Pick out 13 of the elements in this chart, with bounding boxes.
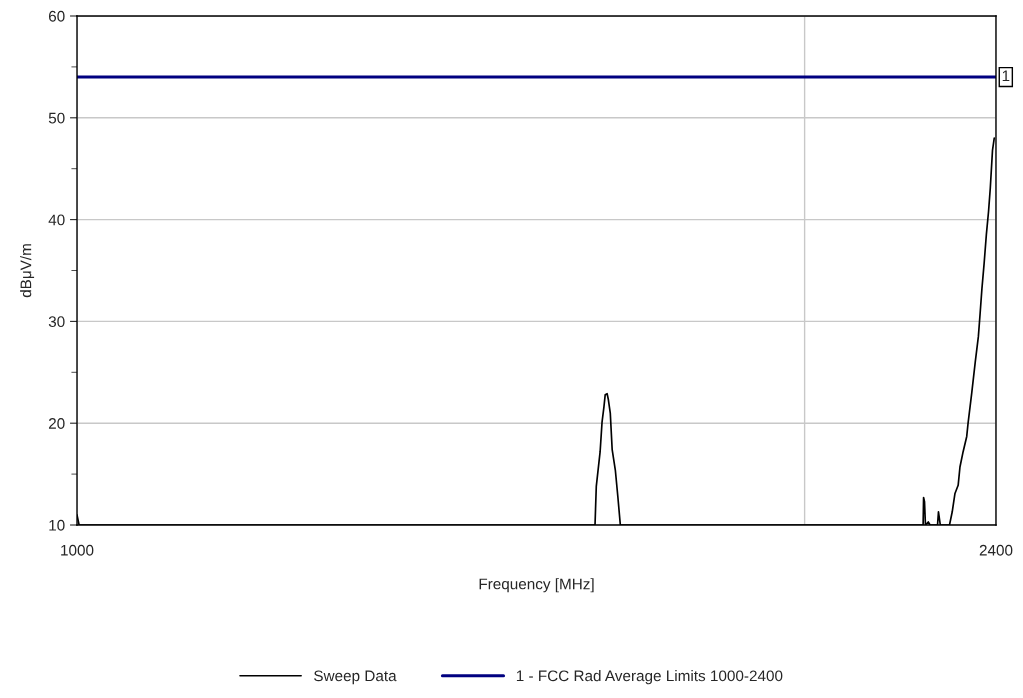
x-axis-title: Frequency [MHz] xyxy=(479,578,594,593)
y-tick-label: 50 xyxy=(48,112,65,124)
y-tick-label: 60 xyxy=(48,10,65,22)
x-tick-label: 2400 xyxy=(979,544,1013,556)
legend-label: 1 - FCC Rad Average Limits 1000-2400 xyxy=(516,670,783,685)
y-tick-label: 40 xyxy=(48,214,65,226)
y-tick-label: 30 xyxy=(48,316,65,328)
legend-label: Sweep Data xyxy=(314,670,397,685)
annotation: 1 xyxy=(1002,70,1010,82)
y-axis-title: dBμV/m xyxy=(20,244,35,298)
y-tick-label: 10 xyxy=(49,519,65,531)
y-tick-label: 20 xyxy=(48,418,65,429)
x-tick-label: 1000 xyxy=(61,544,94,556)
